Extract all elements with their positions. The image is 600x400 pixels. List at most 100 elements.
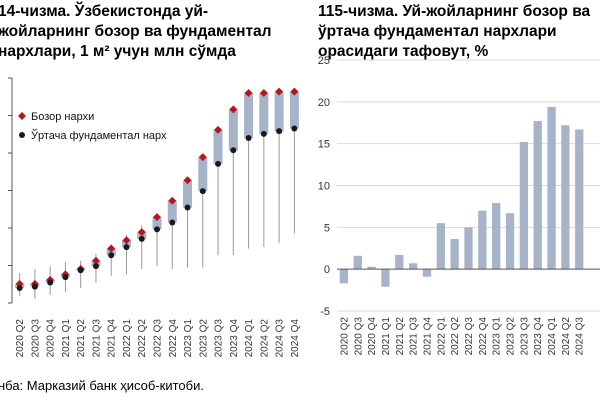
left-range-box	[183, 180, 193, 208]
market-price-point	[198, 153, 207, 162]
gap-bar	[450, 239, 459, 270]
left-x-tick-label: 2024 Q1	[244, 319, 255, 358]
fundamental-price-point	[62, 274, 69, 281]
legend-marker-market	[18, 112, 26, 120]
fundamental-price-point	[92, 263, 99, 270]
gap-bar	[436, 223, 445, 270]
left-x-tick-label: 2021 Q1	[61, 319, 72, 358]
right-y-tick-label: 10	[318, 181, 330, 193]
fundamental-price-point	[138, 235, 145, 242]
right-y-tick-label: 20	[318, 97, 330, 109]
market-price-point	[183, 176, 192, 185]
left-range-box	[167, 200, 177, 223]
market-price-point	[214, 125, 223, 134]
fundamental-price-point	[123, 244, 130, 251]
left-x-tick-label: 2020 Q2	[15, 319, 26, 358]
left-x-tick-label: 2023 Q3	[214, 319, 225, 358]
left-x-tick-label: 2024 Q2	[259, 319, 270, 358]
gap-bar	[575, 129, 584, 270]
right-x-tick-label: 2021 Q1	[381, 317, 392, 356]
market-price-point	[122, 236, 131, 245]
right-y-tick-label: 0	[324, 264, 330, 276]
left-title-line-1: 14-чизма. Ўзбекистонда уй-	[0, 3, 209, 20]
right-title-line-3: орасидаги тафовут, %	[318, 43, 489, 60]
right-x-tick-label: 2023 Q4	[533, 317, 544, 356]
right-y-tick-label: -5	[320, 306, 330, 318]
right-x-tick-label: 2022 Q2	[450, 317, 461, 356]
gap-bar	[464, 227, 473, 270]
right-x-tick-label: 2022 Q4	[478, 317, 489, 356]
left-x-tick-label: 2022 Q2	[137, 319, 148, 358]
left-range-box	[259, 93, 269, 134]
market-price-point	[275, 87, 284, 96]
right-x-tick-label: 2022 Q1	[436, 317, 447, 356]
fundamental-price-point	[245, 135, 252, 141]
fundamental-price-point	[260, 130, 267, 137]
gap-bar	[547, 106, 556, 270]
left-x-tick-label: 2021 Q3	[91, 319, 102, 358]
left-range-box	[213, 129, 223, 164]
left-range-box	[274, 91, 284, 132]
gap-bar	[422, 269, 432, 277]
fundamental-price-point	[276, 128, 283, 135]
left-x-tick-label: 2024 Q3	[275, 319, 286, 358]
left-chart-title: 14-чизма. Ўзбекистонда уй- жойларнинг бо…	[0, 2, 298, 62]
market-price-point	[244, 89, 253, 97]
right-x-tick-label: 2020 Q4	[367, 317, 378, 356]
left-x-tick-label: 2022 Q3	[153, 319, 164, 358]
left-x-tick-label: 2023 Q1	[183, 319, 194, 358]
right-title-line-1: 115-чизма. Уй-жойларнинг бозор ва	[318, 3, 591, 20]
left-x-tick-label: 2020 Q4	[46, 319, 57, 358]
market-price-point	[107, 244, 116, 253]
right-x-tick-label: 2020 Q2	[339, 317, 350, 356]
gap-bar	[339, 269, 349, 284]
legend-marker-fundamental	[19, 132, 25, 138]
gap-bar	[505, 213, 515, 270]
market-price-point	[259, 89, 268, 97]
right-x-tick-label: 2024 Q3	[575, 317, 586, 356]
left-range-box	[152, 217, 162, 230]
right-x-tick-label: 2021 Q4	[422, 317, 433, 356]
left-x-tick-label: 2021 Q2	[76, 319, 87, 358]
left-title-line-3: нархлари, 1 м² учун млн сўмда	[0, 43, 236, 60]
legend-label-market: Бозор нархи	[31, 111, 94, 123]
gap-bar	[367, 266, 376, 270]
left-x-tick-label: 2021 Q4	[107, 319, 118, 358]
fundamental-price-point	[184, 204, 191, 211]
market-price-point	[229, 105, 238, 114]
right-x-tick-label: 2023 Q3	[519, 317, 530, 356]
right-x-tick-label: 2022 Q3	[464, 317, 475, 356]
left-x-tick-label: 2022 Q1	[122, 319, 133, 358]
gap-bar	[408, 263, 418, 270]
left-range-box	[289, 91, 299, 129]
right-x-tick-label: 2023 Q1	[492, 317, 503, 356]
gap-bar	[519, 141, 529, 270]
left-range-box	[198, 157, 208, 192]
right-y-tick-label: 5	[324, 222, 330, 234]
market-price-point	[91, 256, 100, 265]
source-note: нба: Марказий банк ҳисоб-китоби.	[0, 378, 204, 393]
gap-bar	[561, 125, 570, 270]
left-x-tick-label: 2020 Q3	[30, 319, 41, 358]
right-chart-title: 115-чизма. Уй-жойларнинг бозор ва ўртача…	[318, 2, 600, 62]
fundamental-price-point	[16, 285, 23, 291]
right-y-tick-label: 15	[318, 139, 330, 151]
left-range-box	[244, 93, 254, 138]
right-x-tick-label: 2024 Q1	[547, 317, 558, 356]
legend-label-fundamental: Ўртача фундаментал нарх	[31, 129, 167, 142]
fundamental-price-point	[230, 147, 237, 154]
market-price-point	[137, 228, 146, 237]
left-x-tick-label: 2023 Q2	[198, 319, 209, 358]
fundamental-price-point	[77, 267, 84, 274]
fundamental-price-point	[199, 188, 206, 195]
fundamental-price-point	[215, 160, 222, 167]
market-price-point	[153, 213, 161, 222]
right-title-line-2: ўртача фундаментал нархлари	[318, 23, 557, 40]
right-y-tick-label: 25	[318, 55, 330, 67]
left-x-tick-label: 2022 Q4	[168, 319, 179, 358]
fundamental-price-point	[47, 279, 54, 286]
right-x-tick-label: 2023 Q2	[506, 317, 517, 356]
fundamental-price-point	[154, 226, 160, 233]
right-x-tick-label: 2024 Q2	[561, 317, 572, 356]
